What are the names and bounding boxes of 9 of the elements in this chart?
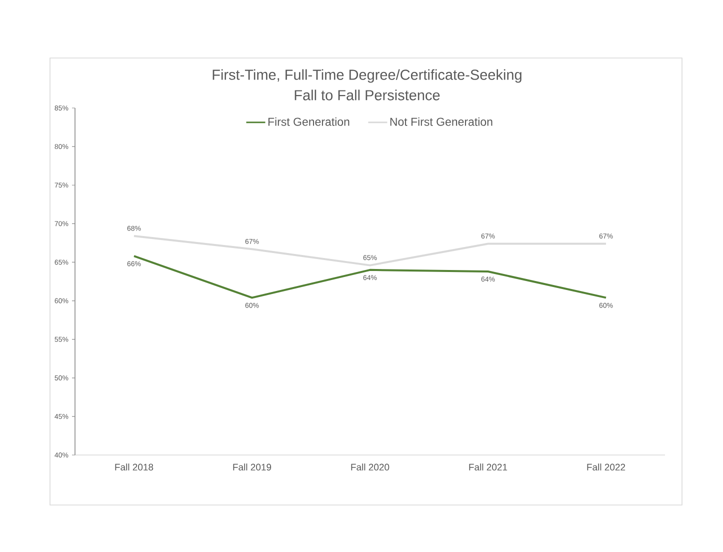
legend-label: Not First Generation <box>390 117 492 126</box>
x-tick-label: Fall 2022 <box>587 464 626 471</box>
legend-label: First Generation <box>268 117 350 126</box>
chart-subtitle: Fall to Fall Persistence <box>294 90 440 100</box>
chart-title: First-Time, Full-Time Degree/Certificate-Seeking <box>212 69 522 83</box>
x-tick-label: Fall 2019 <box>233 464 272 471</box>
x-tick-label: Fall 2018 <box>115 464 154 471</box>
x-tick-label: Fall 2020 <box>351 464 390 471</box>
x-tick-label: Fall 2021 <box>469 464 508 471</box>
